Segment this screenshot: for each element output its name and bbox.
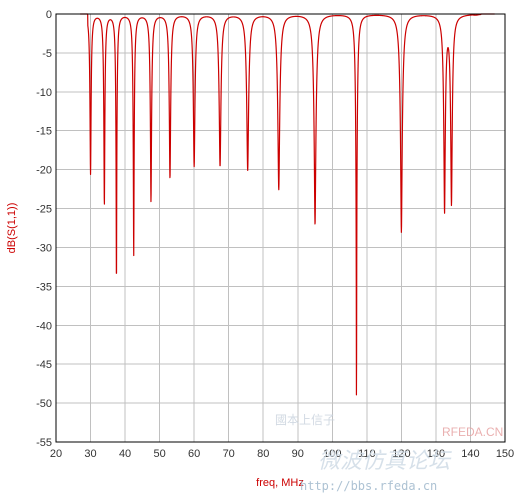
plot-frame xyxy=(55,13,506,443)
x-tick-label: 110 xyxy=(358,448,376,460)
y-tick-label: -5 xyxy=(42,48,52,60)
watermark-url: http://bbs.rfeda.cn xyxy=(300,479,437,493)
y-tick-label: -40 xyxy=(36,320,52,332)
y-tick-label: -35 xyxy=(36,281,52,293)
y-axis-label: dB(S(1,1)) xyxy=(6,203,18,254)
y-tick-label: -50 xyxy=(36,398,52,410)
y-tick-label: -10 xyxy=(36,87,52,99)
y-tick-label: -20 xyxy=(36,165,52,177)
x-tick-label: 40 xyxy=(119,448,131,460)
x-axis-ticks: 20 30 40 50 60 70 80 90 100 110 120 130 140 150 xyxy=(50,448,514,460)
x-tick-label: 80 xyxy=(257,448,269,460)
x-tick-label: 150 xyxy=(496,448,514,460)
y-tick-label: -55 xyxy=(36,437,52,449)
y-tick-label: -30 xyxy=(36,242,52,254)
x-tick-label: 140 xyxy=(461,448,479,460)
watermark-line1: 國本上信子 xyxy=(275,413,335,427)
y-tick-label: 0 xyxy=(46,9,52,21)
x-axis-label: freq, MHz xyxy=(256,477,304,489)
watermark: 國本上信子 微波仿真论坛 http://bbs.rfeda.cn RFEDA.C… xyxy=(275,413,503,493)
watermark-brand: RFEDA.CN xyxy=(442,425,503,439)
watermark-line2: 微波仿真论坛 xyxy=(318,449,452,474)
x-tick-label: 20 xyxy=(50,448,62,460)
x-tick-label: 130 xyxy=(427,448,445,460)
y-tick-label: -15 xyxy=(36,126,52,138)
x-tick-label: 120 xyxy=(392,448,410,460)
x-tick-label: 70 xyxy=(223,448,235,460)
x-tick-label: 60 xyxy=(188,448,200,460)
s11-line xyxy=(79,13,496,396)
y-tick-label: -25 xyxy=(36,204,52,216)
y-tick-label: -45 xyxy=(36,359,52,371)
x-tick-label: 90 xyxy=(292,448,304,460)
x-tick-label: 100 xyxy=(323,448,341,460)
x-tick-label: 30 xyxy=(84,448,96,460)
x-tick-label: 50 xyxy=(153,448,165,460)
s11-trace xyxy=(79,13,496,396)
y-axis-ticks: 0 -5 -10 -15 -20 -25 -30 -35 -40 -45 -50 -55 xyxy=(36,9,52,449)
